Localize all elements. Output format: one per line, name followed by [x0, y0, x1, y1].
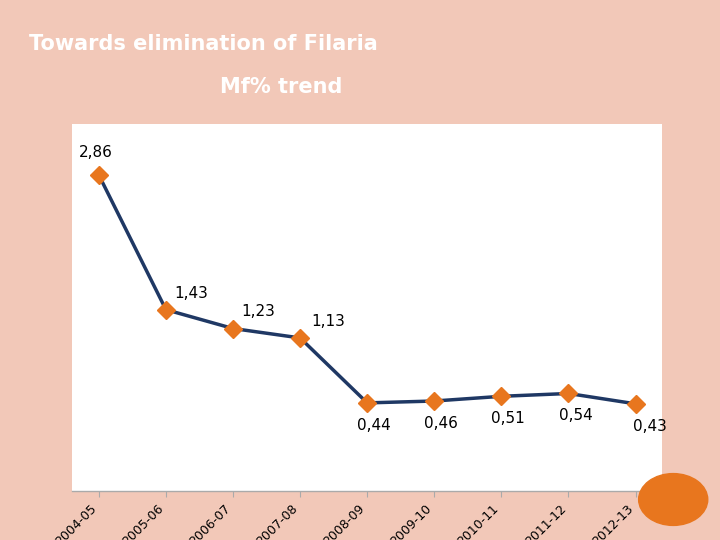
Text: 1,43: 1,43 [174, 286, 208, 301]
Text: 0,46: 0,46 [424, 416, 458, 431]
Text: 0,44: 0,44 [357, 417, 391, 433]
Text: Mf% trend: Mf% trend [220, 77, 342, 97]
Text: 1,13: 1,13 [311, 314, 345, 329]
Text: 1,23: 1,23 [241, 305, 275, 319]
Text: 0,43: 0,43 [632, 418, 667, 434]
Text: 0,51: 0,51 [492, 411, 525, 426]
Text: 0,54: 0,54 [559, 408, 593, 423]
Text: 2,86: 2,86 [79, 145, 113, 160]
Text: Towards elimination of Filaria: Towards elimination of Filaria [29, 33, 378, 54]
